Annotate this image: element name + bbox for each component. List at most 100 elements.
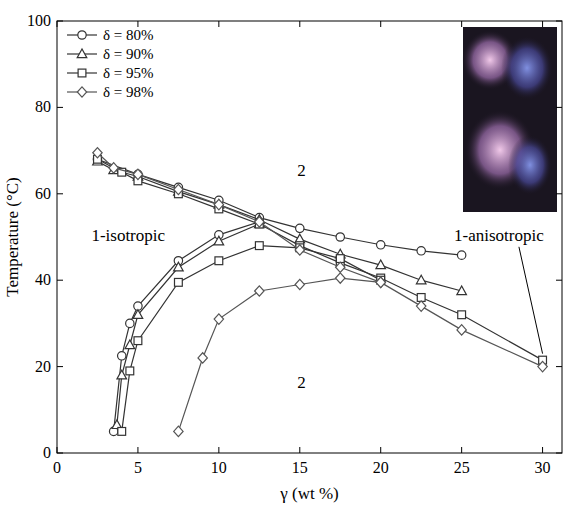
data-point (214, 236, 224, 245)
data-point (457, 325, 466, 335)
x-tick-label: 0 (53, 459, 61, 476)
y-tick (556, 453, 562, 454)
data-point (133, 310, 143, 319)
data-point (376, 277, 385, 287)
series-line (97, 153, 542, 367)
data-point (457, 286, 467, 295)
annotation: 1-anisotropic (454, 226, 544, 245)
x-tick-label: 20 (373, 459, 389, 476)
data-point (134, 337, 142, 345)
y-tick (556, 280, 562, 281)
x-tick-label: 15 (292, 459, 308, 476)
data-point (296, 224, 304, 232)
x-tick (299, 447, 300, 453)
x-tick (57, 21, 58, 27)
data-point (93, 148, 102, 158)
y-tick-label: 0 (43, 444, 51, 461)
x-tick (137, 447, 138, 453)
legend-label: δ = 95% (103, 65, 154, 81)
y-tick-label: 100 (27, 12, 51, 29)
y-tick (57, 107, 63, 108)
y-tick-label: 20 (35, 358, 51, 375)
data-point (174, 426, 183, 436)
data-point (376, 277, 385, 287)
annotation: 2 (297, 161, 306, 180)
y-tick (57, 366, 63, 367)
series-line (178, 278, 380, 431)
legend-marker (77, 49, 87, 58)
annotation: 1-isotropic (91, 226, 165, 245)
annotation-leader (519, 247, 543, 354)
x-tick-label: 10 (211, 459, 227, 476)
y-tick (556, 366, 562, 367)
annotation: 2 (297, 373, 306, 392)
y-tick (556, 193, 562, 194)
x-tick (218, 21, 219, 27)
data-point (118, 428, 126, 436)
data-point (215, 257, 223, 265)
data-point (126, 319, 134, 327)
x-tick (542, 447, 543, 453)
legend-label: δ = 90% (103, 46, 154, 62)
legend-marker (78, 31, 86, 39)
x-tick (380, 447, 381, 453)
data-point (416, 301, 425, 311)
plot-frame (57, 21, 562, 453)
legend-marker (78, 69, 86, 77)
data-point (174, 184, 183, 194)
x-tick (218, 447, 219, 453)
data-point (416, 275, 426, 284)
data-point (174, 262, 184, 271)
data-point (458, 311, 466, 319)
x-tick (461, 447, 462, 453)
chart: 0 5 10 15 20 25 30 0 20 40 60 80 100 γ (wt %) Temperat… (0, 0, 570, 521)
legend: δ = 80% δ = 90% δ = 95% δ = 98% (67, 27, 154, 100)
x-tick (57, 447, 58, 453)
y-tick (556, 21, 562, 22)
y-tick (57, 280, 63, 281)
legend-label: δ = 80% (103, 27, 154, 43)
data-point (457, 251, 465, 259)
y-tick (57, 453, 63, 454)
data-point (198, 353, 207, 363)
data-point (255, 217, 264, 227)
data-point (117, 370, 127, 379)
data-point (109, 163, 118, 173)
x-tick (542, 21, 543, 27)
x-axis-title: γ (wt %) (279, 484, 339, 503)
y-tick-label: 40 (35, 271, 51, 288)
plot-area (93, 148, 548, 437)
data-point (295, 279, 304, 289)
data-point (255, 242, 263, 250)
data-point (125, 340, 135, 349)
data-point (126, 367, 134, 375)
data-point (295, 245, 304, 255)
x-tick-label: 5 (134, 459, 142, 476)
y-tick-label: 80 (35, 98, 51, 115)
data-point (336, 273, 345, 283)
data-point (174, 278, 182, 286)
data-point (214, 314, 223, 324)
data-point (538, 361, 547, 371)
y-tick (57, 193, 63, 194)
data-point (336, 262, 345, 272)
y-axis-title: Temperature (°C) (3, 177, 22, 296)
x-tick (380, 21, 381, 27)
legend-marker (77, 87, 86, 97)
series-line (122, 246, 381, 432)
data-point (118, 352, 126, 360)
data-point (214, 199, 223, 209)
x-tick (299, 21, 300, 27)
x-tick-label: 25 (454, 459, 470, 476)
inset-photo (462, 27, 557, 212)
data-point (377, 241, 385, 249)
x-tick-label: 30 (535, 459, 551, 476)
y-tick (556, 107, 562, 108)
series-line (97, 159, 542, 360)
y-tick (57, 21, 63, 22)
x-tick (461, 21, 462, 27)
data-point (133, 169, 142, 179)
legend-label: δ = 98% (103, 84, 154, 100)
data-point (417, 247, 425, 255)
y-tick-label: 60 (35, 185, 51, 202)
